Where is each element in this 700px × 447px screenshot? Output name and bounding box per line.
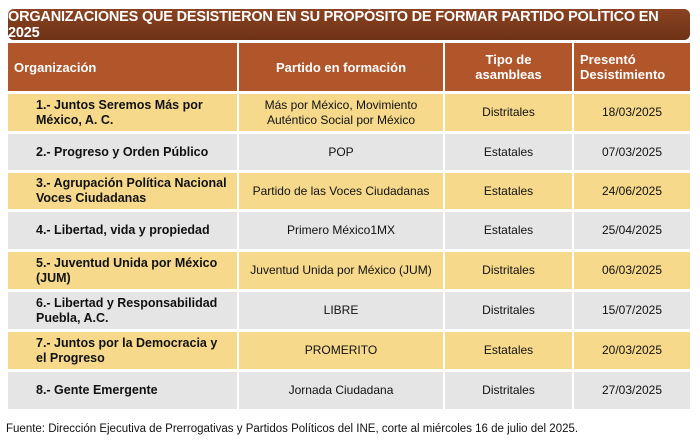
- org-cell: 8.- Gente Emergente: [8, 370, 239, 412]
- header-partido: Partido en formación: [238, 43, 445, 94]
- tipo-cell: Distritales: [444, 370, 574, 412]
- table-row: 5.- Juventud Unida por México (JUM) Juven…: [8, 250, 690, 292]
- org-cell: 5.- Juventud Unida por México (JUM): [8, 250, 239, 292]
- tipo-cell: Estatales: [444, 210, 574, 252]
- fecha-cell: 07/03/2025: [573, 132, 690, 173]
- fecha-cell: 25/04/2025: [573, 210, 690, 252]
- partido-cell: LIBRE: [238, 290, 445, 332]
- organizations-table: Organización Partido en formación Tipo d…: [8, 43, 690, 412]
- table-row: 7.- Juntos por la Democracia y el Progre…: [8, 330, 690, 372]
- tipo-cell: Estatales: [444, 132, 574, 173]
- table-row: 4.- Libertad, vida y propiedad Primero Mé…: [8, 210, 690, 252]
- org-cell: 1.- Juntos Seremos Más por México, A. C.: [8, 92, 239, 134]
- partido-cell: PROMERITO: [238, 330, 445, 372]
- tipo-cell: Distritales: [444, 290, 574, 332]
- fecha-cell: 20/03/2025: [573, 330, 690, 372]
- table-row: 1.- Juntos Seremos Más por México, A. C.…: [8, 92, 690, 134]
- org-cell: 3.- Agrupación Política Nacional Voces C…: [8, 171, 239, 212]
- source-footnote: Fuente: Dirección Ejecutiva de Prerrogat…: [6, 423, 579, 435]
- fecha-cell: 18/03/2025: [573, 92, 690, 134]
- org-cell: 6.- Libertad y Responsabilidad Puebla, A…: [8, 290, 239, 332]
- partido-cell: POP: [238, 132, 445, 173]
- partido-cell: Más por México, Movimiento Auténtico Soc…: [238, 92, 445, 134]
- fecha-cell: 24/06/2025: [573, 171, 690, 212]
- partido-cell: Juventud Unida por México (JUM): [238, 250, 445, 292]
- header-organizacion: Organización: [8, 43, 239, 94]
- tipo-cell: Distritales: [444, 250, 574, 292]
- org-cell: 2.- Progreso y Orden Público: [8, 132, 239, 173]
- fecha-cell: 27/03/2025: [573, 370, 690, 412]
- partido-cell: Partido de las Voces Ciudadanas: [238, 171, 445, 212]
- fecha-cell: 06/03/2025: [573, 250, 690, 292]
- header-tipo: Tipo de asambleas: [444, 43, 574, 94]
- partido-cell: Jornada Ciudadana: [238, 370, 445, 412]
- table-row: 2.- Progreso y Orden Público POP Estatales…: [8, 132, 690, 173]
- fecha-cell: 15/07/2025: [573, 290, 690, 332]
- org-cell: 7.- Juntos por la Democracia y el Progre…: [8, 330, 239, 372]
- table-title: ORGANIZACIONES QUE DESISTIERON EN SU PRO…: [8, 9, 690, 41]
- tipo-cell: Estatales: [444, 330, 574, 372]
- header-fecha: Presentó Desistimiento: [573, 43, 690, 94]
- table-row: 8.- Gente Emergente Jornada Ciudadana Dist…: [8, 370, 690, 412]
- table-row: 6.- Libertad y Responsabilidad Puebla, A…: [8, 290, 690, 332]
- partido-cell: Primero México1MX: [238, 210, 445, 252]
- tipo-cell: Distritales: [444, 92, 574, 134]
- tipo-cell: Estatales: [444, 171, 574, 212]
- org-cell: 4.- Libertad, vida y propiedad: [8, 210, 239, 252]
- header-row: Organización Partido en formación Tipo d…: [8, 43, 690, 94]
- table-row: 3.- Agrupación Política Nacional Voces C…: [8, 171, 690, 212]
